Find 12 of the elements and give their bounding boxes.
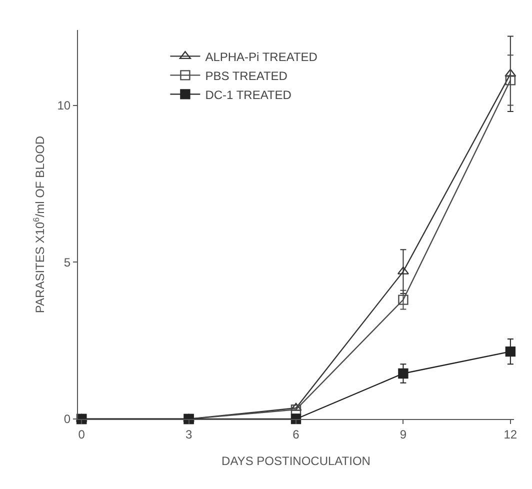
x-tick-label: 3 xyxy=(185,427,192,442)
x-tick-label: 9 xyxy=(400,427,407,442)
x-tick-label: 0 xyxy=(78,427,86,442)
y-tick-label: 10 xyxy=(57,98,71,112)
x-tick-label: 12 xyxy=(504,427,518,442)
y-tick-label: 5 xyxy=(64,255,71,270)
legend-label: PBS TREATED xyxy=(205,68,288,83)
x-tick-label: 6 xyxy=(292,427,300,442)
x-axis-title: DAYS POSTINOCULATION xyxy=(222,454,370,468)
legend-label: DC-1 TREATED xyxy=(205,88,292,102)
y-tick-label: 0 xyxy=(64,412,71,426)
legend-label: ALPHA-Pi TREATED xyxy=(205,50,318,64)
